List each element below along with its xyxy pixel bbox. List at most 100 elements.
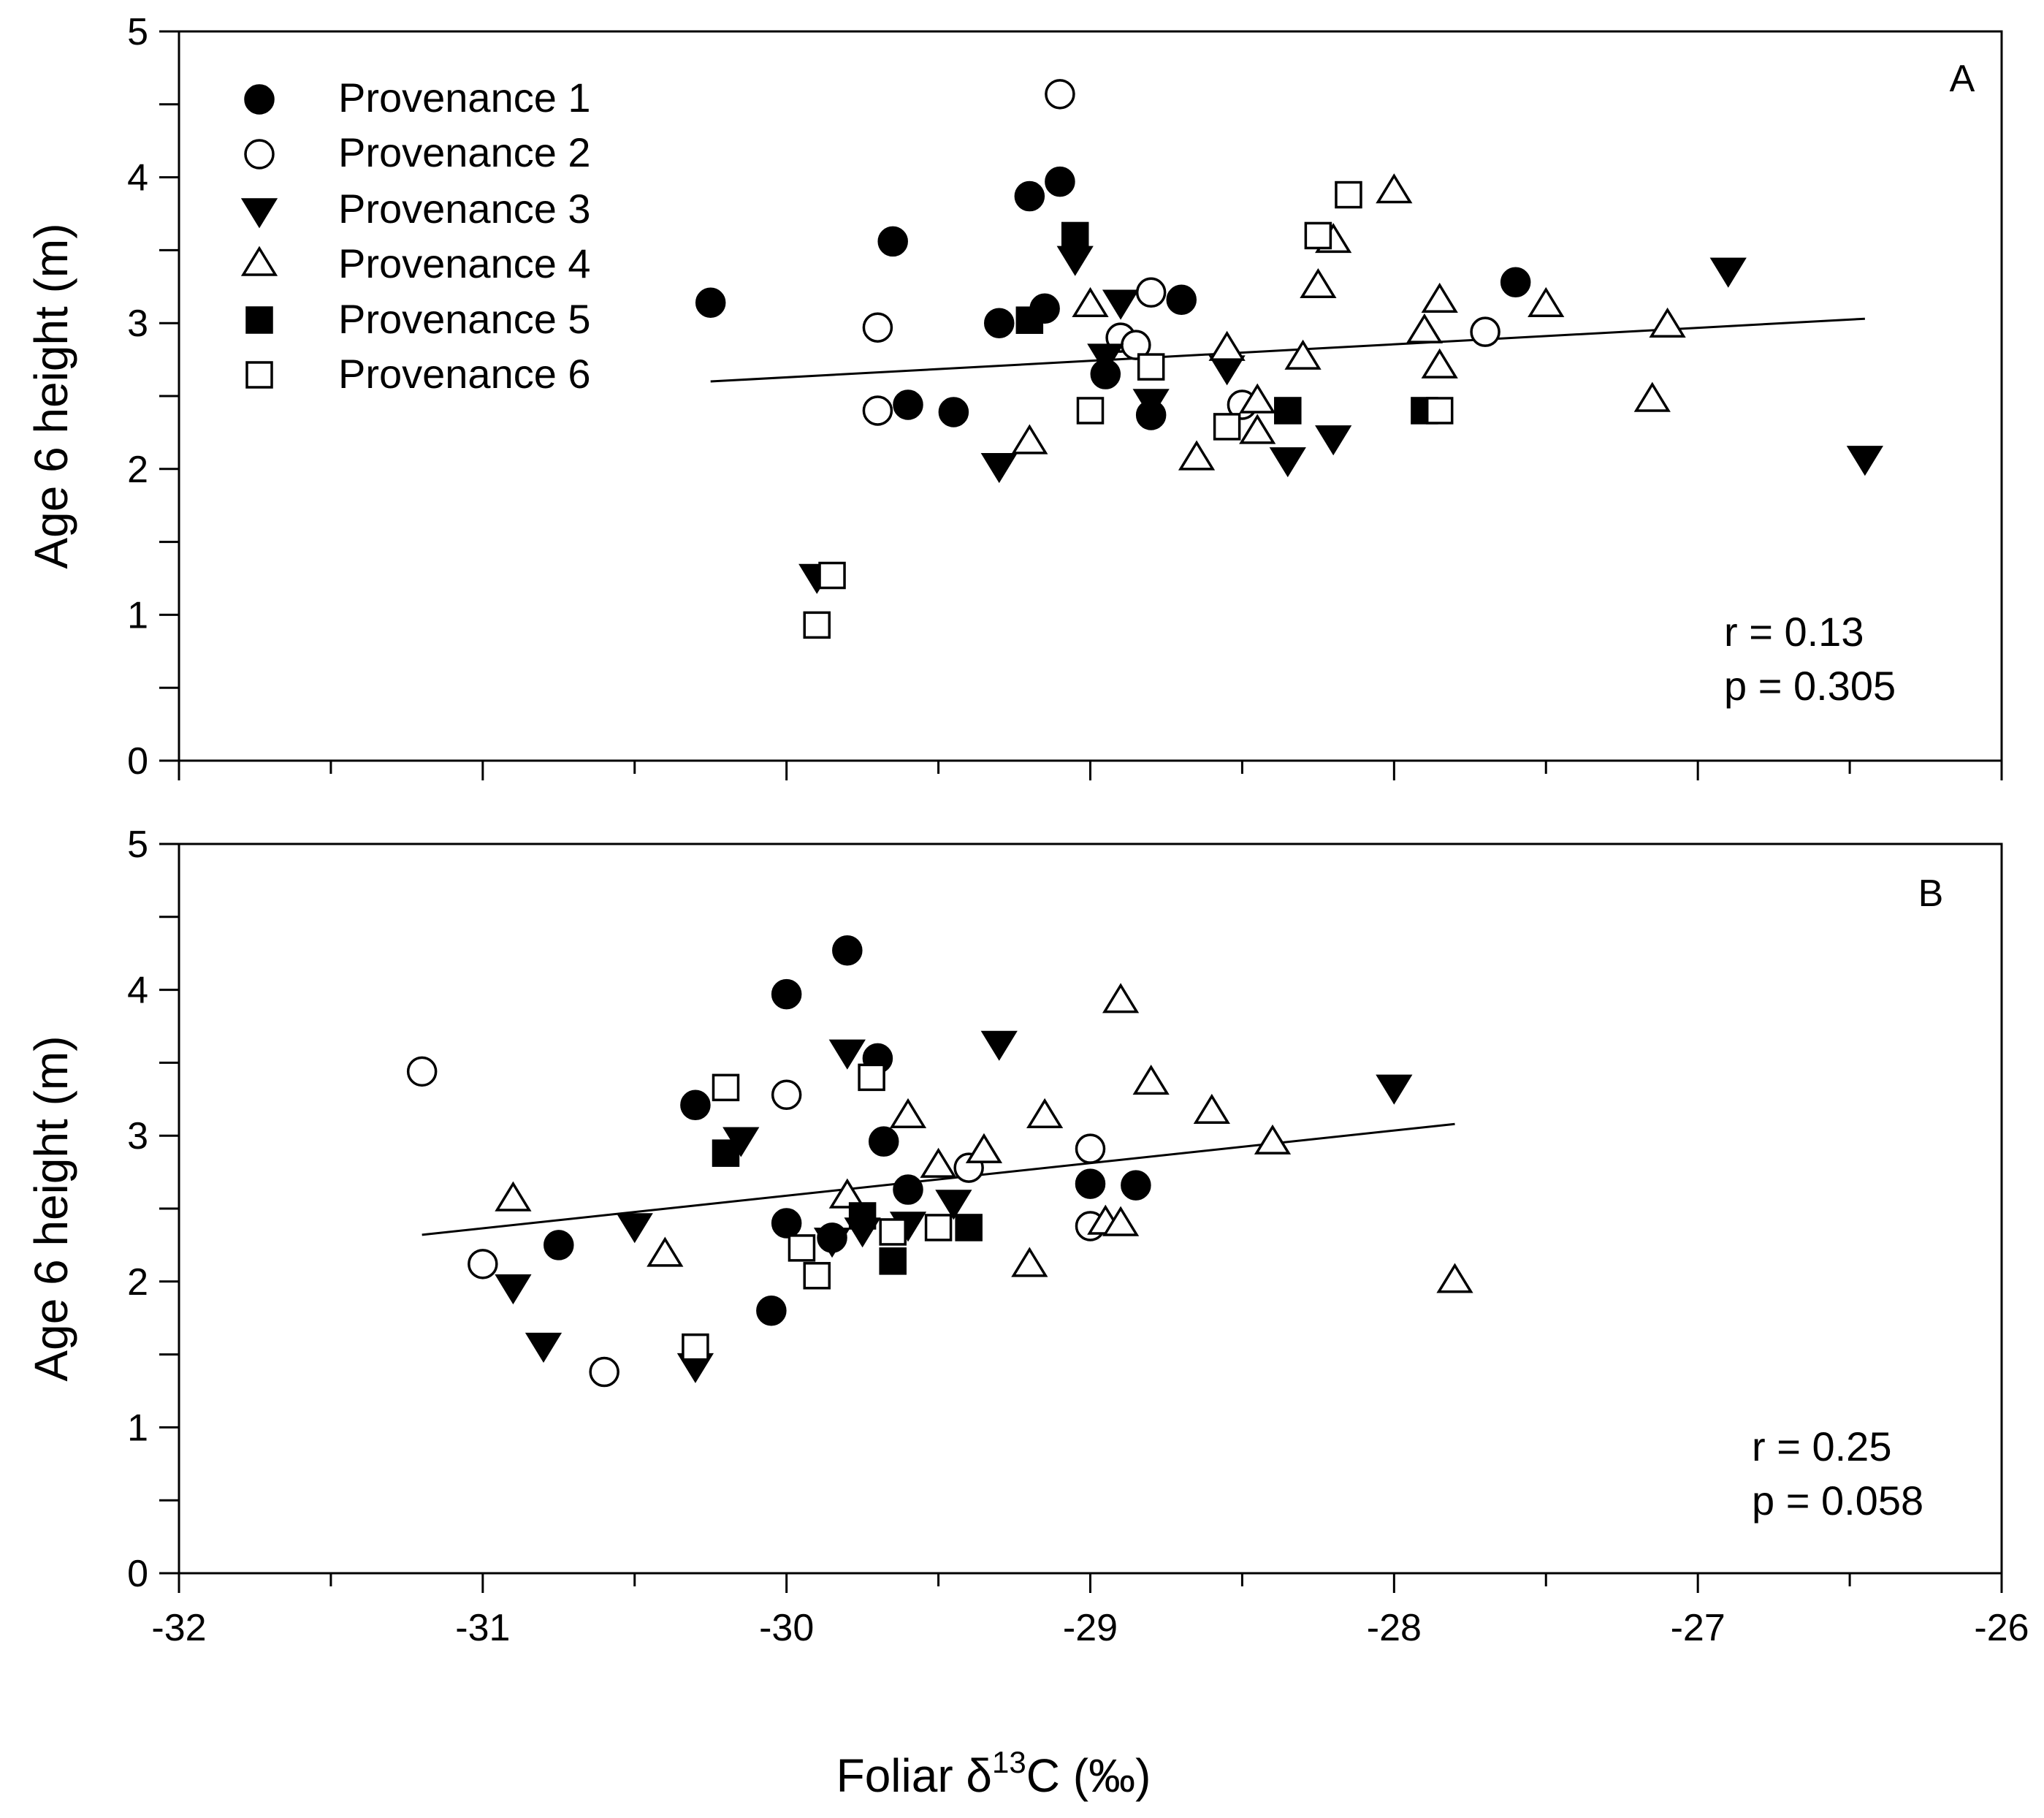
data-point-provenance-6 — [788, 1234, 816, 1262]
panel-a: 0 1 2 3 4 5 Age 6 height (m) A r = 0.13 p = 0… — [25, 11, 2003, 783]
data-point-provenance-1 — [695, 287, 726, 319]
panel-a-data-points — [695, 79, 1883, 639]
data-point-provenance-4 — [1376, 173, 1413, 204]
panel-a-y-tick-label: 3 — [127, 303, 148, 345]
panel-b-plot-frame — [178, 843, 2003, 1575]
x-tick-label: -29 — [1063, 1607, 1118, 1649]
data-point-provenance-4 — [1132, 1064, 1170, 1095]
panel-b-y-tick-label: 1 — [127, 1407, 148, 1449]
data-point-provenance-3 — [1315, 425, 1352, 456]
panel-b-y-tick-label: 3 — [127, 1115, 148, 1157]
data-point-provenance-4 — [1011, 1247, 1048, 1277]
data-point-provenance-4 — [1406, 313, 1444, 343]
data-point-provenance-3 — [495, 1274, 532, 1305]
data-point-provenance-3 — [616, 1213, 653, 1244]
data-point-provenance-1 — [1045, 166, 1075, 197]
data-point-provenance-1 — [1500, 267, 1531, 298]
data-point-provenance-4 — [1239, 383, 1276, 414]
panel-a-series-provenance-1 — [695, 166, 1531, 430]
panel-b-series-provenance-6 — [682, 1063, 953, 1361]
data-point-provenance-6 — [682, 1333, 709, 1361]
data-point-provenance-3 — [1846, 446, 1883, 476]
panel-a-series-provenance-6 — [803, 180, 1454, 639]
panel-b-p-value: p = 0.058 — [1752, 1477, 1923, 1524]
data-point-provenance-1 — [893, 1174, 923, 1205]
data-point-provenance-4 — [1102, 983, 1140, 1013]
data-point-provenance-2 — [771, 1079, 802, 1111]
data-point-provenance-4 — [1436, 1263, 1473, 1293]
data-point-provenance-2 — [1045, 79, 1075, 110]
data-point-provenance-5 — [1274, 397, 1302, 425]
panel-a-r-value: r = 0.13 — [1724, 609, 1864, 655]
panel-b-series-provenance-2 — [406, 1056, 1106, 1388]
panel-a-p-value: p = 0.305 — [1724, 663, 1896, 709]
data-point-provenance-1 — [984, 308, 1015, 338]
data-point-provenance-4 — [1178, 440, 1216, 471]
x-tick-label: -26 — [1974, 1607, 2029, 1649]
data-point-provenance-6 — [1137, 353, 1165, 381]
panel-a-y-tick-label: 4 — [127, 157, 148, 199]
data-point-provenance-6 — [712, 1073, 740, 1102]
data-point-provenance-4 — [828, 1178, 866, 1209]
data-point-provenance-1 — [1075, 1168, 1106, 1199]
legend-label-provenance-6: Provenance 6 — [338, 351, 591, 397]
data-point-provenance-4 — [1421, 348, 1458, 379]
data-point-provenance-4 — [920, 1147, 957, 1178]
x-tick-label: -30 — [759, 1607, 814, 1649]
panel-a-y-axis: 0 1 2 3 4 5 — [127, 11, 179, 783]
panel-b-y-tick-label: 5 — [127, 824, 148, 866]
legend-label-provenance-2: Provenance 2 — [338, 129, 591, 175]
data-point-provenance-1 — [1166, 284, 1197, 316]
panel-b-y-tick-label: 0 — [127, 1553, 148, 1595]
panel-b: 0 1 2 3 4 5 -32 -31 -30 -29 -28 -27 -26 Age 6 heigh… — [25, 824, 2029, 1649]
data-point-provenance-3 — [828, 1039, 866, 1070]
data-point-provenance-5 — [955, 1214, 983, 1241]
data-point-provenance-6 — [1304, 221, 1332, 250]
legend: Provenance 1 Provenance 2 Provenance 3 P… — [240, 75, 591, 397]
data-point-provenance-6 — [1213, 413, 1241, 441]
data-point-provenance-3 — [1376, 1074, 1413, 1105]
data-point-provenance-6 — [803, 1262, 831, 1290]
data-point-provenance-3 — [813, 1228, 851, 1258]
x-tick-label: -28 — [1367, 1607, 1422, 1649]
x-tick-label: -31 — [455, 1607, 510, 1649]
x-tick-label: -27 — [1671, 1607, 1725, 1649]
data-point-provenance-3 — [1132, 389, 1170, 419]
data-point-provenance-6 — [1425, 397, 1454, 425]
data-point-provenance-1 — [938, 397, 969, 427]
data-point-provenance-6 — [879, 1218, 907, 1246]
data-point-provenance-3 — [980, 453, 1018, 484]
data-point-provenance-4 — [1633, 381, 1671, 412]
data-point-provenance-5 — [848, 1202, 877, 1230]
panel-a-y-tick-label: 2 — [127, 449, 148, 491]
legend-label-provenance-5: Provenance 5 — [338, 296, 591, 342]
data-point-provenance-4 — [1300, 267, 1337, 299]
data-point-provenance-3 — [1087, 343, 1124, 374]
data-point-provenance-4 — [1208, 330, 1246, 361]
data-point-provenance-4 — [1011, 424, 1048, 454]
data-point-provenance-6 — [1076, 397, 1105, 425]
legend-marker-provenance-2 — [244, 139, 275, 170]
panel-a-x-axis — [178, 761, 2003, 780]
data-point-provenance-1 — [771, 978, 802, 1010]
data-point-provenance-6 — [924, 1214, 953, 1241]
legend-markers — [240, 84, 278, 389]
panel-a-series-provenance-5 — [1015, 221, 1438, 425]
panel-b-label: B — [1918, 872, 1944, 915]
data-point-provenance-3 — [1269, 447, 1306, 478]
data-point-provenance-1 — [756, 1295, 787, 1326]
data-point-provenance-2 — [1135, 277, 1167, 308]
panel-a-y-tick-label: 0 — [127, 740, 148, 783]
data-point-provenance-4 — [1528, 286, 1565, 317]
data-point-provenance-1 — [832, 935, 863, 966]
data-point-provenance-2 — [468, 1249, 498, 1279]
data-point-provenance-5 — [712, 1139, 740, 1167]
data-point-provenance-1 — [1014, 180, 1045, 212]
data-point-provenance-4 — [1421, 282, 1458, 313]
data-point-provenance-2 — [406, 1056, 438, 1087]
panel-a-series-provenance-4 — [1011, 173, 1686, 471]
panel-a-series-provenance-2 — [862, 79, 1500, 426]
panel-b-series-provenance-1 — [544, 935, 1151, 1326]
legend-marker-provenance-4 — [240, 246, 278, 276]
data-point-provenance-3 — [525, 1332, 563, 1363]
